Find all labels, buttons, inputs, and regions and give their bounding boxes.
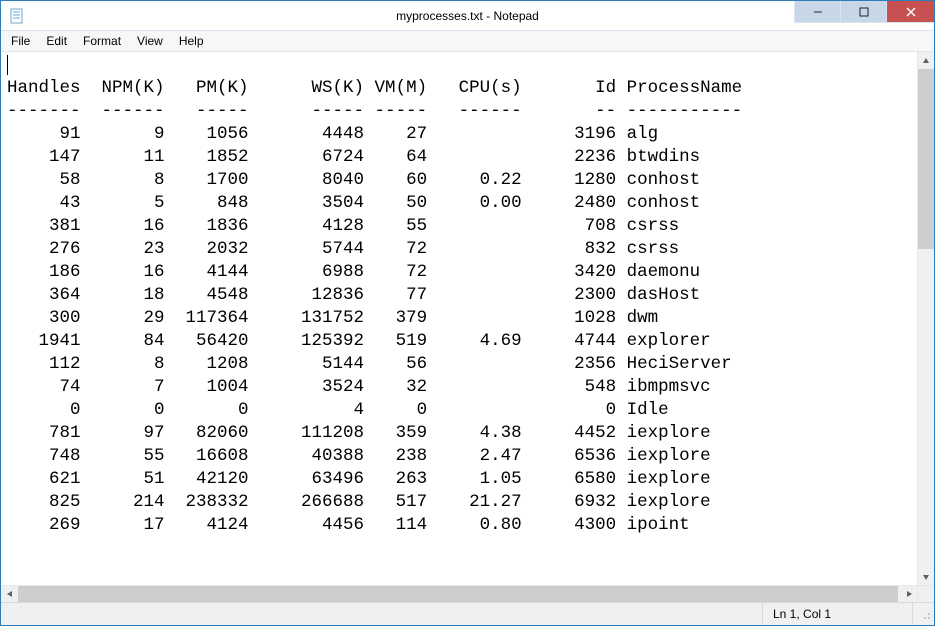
menu-format[interactable]: Format [75,32,129,50]
menu-file[interactable]: File [3,32,38,50]
text-editor[interactable]: Handles NPM(K) PM(K) WS(K) VM(M) CPU(s) … [1,52,917,585]
cursor-position: Ln 1, Col 1 [762,603,912,625]
client-area: Handles NPM(K) PM(K) WS(K) VM(M) CPU(s) … [1,52,934,585]
close-button[interactable] [886,1,934,23]
notepad-app-icon [9,8,25,24]
vertical-scrollbar[interactable] [917,52,934,585]
menu-help[interactable]: Help [171,32,212,50]
text-caret [7,55,8,75]
hscroll-thumb[interactable] [18,586,898,602]
hscroll-track[interactable] [18,586,900,602]
scrollbar-corner [917,586,934,602]
minimize-button[interactable] [794,1,840,23]
notepad-window: myprocesses.txt - Notepad File Edit Form… [0,0,935,626]
resize-grip[interactable] [912,603,934,625]
titlebar[interactable]: myprocesses.txt - Notepad [1,1,934,31]
scroll-left-button[interactable] [1,586,18,602]
text-content[interactable]: Handles NPM(K) PM(K) WS(K) VM(M) CPU(s) … [1,52,917,539]
maximize-button[interactable] [840,1,886,23]
menu-view[interactable]: View [129,32,171,50]
menu-edit[interactable]: Edit [38,32,75,50]
statusbar: Ln 1, Col 1 [1,602,934,625]
window-controls [794,1,934,30]
menubar: File Edit Format View Help [1,31,934,52]
scroll-down-button[interactable] [918,568,934,585]
scroll-right-button[interactable] [900,586,917,602]
vscroll-thumb[interactable] [918,69,934,249]
horizontal-scrollbar[interactable] [1,585,934,602]
vscroll-track[interactable] [918,69,934,568]
scroll-up-button[interactable] [918,52,934,69]
